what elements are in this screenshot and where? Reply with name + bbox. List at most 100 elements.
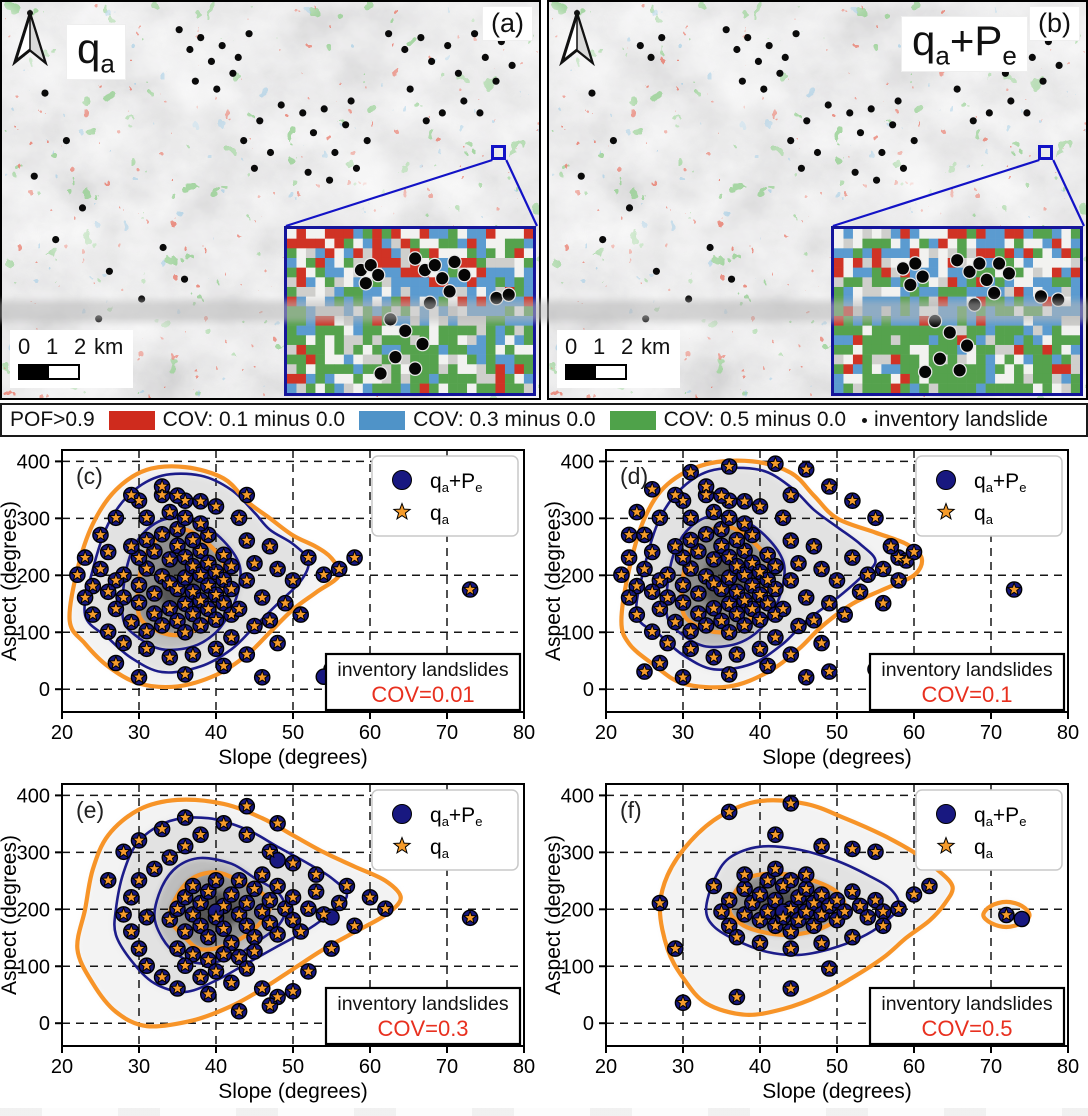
point-star-qa [783, 646, 799, 661]
point-star-qa [185, 877, 201, 893]
inset-cell [438, 315, 449, 326]
inset-cell [852, 315, 863, 326]
point-star-qa [767, 558, 784, 573]
point-star-qa [331, 894, 347, 910]
inset-cell [1070, 383, 1081, 393]
inset-cell [343, 364, 354, 374]
inset-cell [400, 238, 411, 249]
inset-cell [476, 315, 487, 326]
inset-cell [1051, 257, 1062, 268]
inset-cell [353, 315, 364, 326]
inset-cell [1042, 238, 1053, 249]
inset-cell [381, 354, 392, 365]
inset-cell [947, 335, 958, 345]
tick-labels: 20 30 40 50 60 70 80 0 100 200 300 400 [17, 451, 536, 744]
inventory-landslide-dot [969, 117, 977, 125]
point-star-qa [667, 486, 683, 502]
point-star-qa [744, 894, 760, 910]
inset-cell [1051, 344, 1062, 355]
inset-cell [343, 306, 354, 316]
point-star-qa [744, 526, 760, 542]
inset-cell [476, 267, 487, 278]
inset-cell [523, 344, 534, 355]
legend-pof-label: POF>0.9 [10, 408, 95, 431]
inset-landslide-dot [407, 360, 423, 376]
inset-cell [324, 315, 335, 326]
point-star-qa [806, 917, 822, 933]
inset-cell [890, 335, 901, 345]
point-star-qa [729, 583, 745, 599]
point-star-qa [246, 555, 263, 570]
inset-cell [400, 344, 411, 355]
point-star-qa [690, 605, 707, 620]
point-star-qa [829, 572, 845, 587]
scatter-points [69, 478, 479, 686]
inset-cell [919, 306, 929, 316]
inset-cell [495, 373, 506, 384]
inset-cell [324, 325, 335, 336]
point-star-qa [790, 889, 807, 904]
inventory-landslide-dot [706, 243, 714, 252]
inset-cell [928, 277, 939, 288]
inset-cell [362, 286, 373, 297]
inset-cell [353, 335, 364, 345]
inset-cell [995, 344, 1005, 355]
point-star-qa [860, 909, 876, 924]
inset-cell [938, 228, 948, 239]
inset-cell [947, 277, 958, 288]
point-star-qa [239, 572, 255, 587]
inset-cell [315, 364, 326, 374]
inset-cell [343, 267, 354, 278]
inset-cell [305, 267, 316, 278]
point-star-qa [177, 569, 193, 585]
axis-ticks [599, 794, 1069, 1053]
maps-row: qa (a) 0 1 2 km [0, 0, 1088, 400]
inset-cell [909, 306, 920, 316]
point-star-qa [223, 934, 240, 950]
inset-cell [909, 296, 920, 307]
point-star-qa [736, 515, 753, 530]
inset-cell [315, 315, 326, 326]
point-star-qa [652, 894, 668, 910]
point-star-qa [683, 464, 699, 479]
inset-cell [995, 354, 1005, 365]
inset-cell [1023, 306, 1034, 316]
x-tick-label: 70 [980, 722, 1002, 744]
legend-item: COV: 0.3 minus 0.0 [359, 408, 596, 432]
inset-cell [871, 373, 882, 384]
y-tick-label: 400 [561, 451, 594, 473]
inset-cell [457, 228, 468, 239]
inset-cell [485, 286, 496, 297]
inset-cell [334, 335, 345, 345]
inset-cell [909, 267, 920, 278]
inset-cell [400, 277, 411, 288]
point-star-qa [246, 617, 263, 633]
inset-cell [909, 286, 920, 297]
inset-cell [909, 248, 920, 259]
inset-cell [1070, 315, 1081, 326]
inset-cell [957, 286, 967, 297]
inset-cell [1070, 306, 1081, 316]
inset-cell [362, 364, 373, 374]
point-star-qa [767, 917, 784, 933]
inset-cell [296, 335, 307, 345]
inset-cell [324, 354, 335, 365]
point-star-qa [169, 980, 186, 995]
inset-cell [419, 228, 430, 239]
point-star-qa [139, 531, 155, 547]
y-tick-label: 0 [583, 679, 594, 701]
inset-cell [504, 306, 515, 316]
inset-cell [976, 286, 986, 297]
inventory-landslide-dot [138, 295, 146, 303]
point-star-qa [829, 892, 845, 907]
point-star-qa [262, 914, 278, 930]
inventory-landslide-dot [577, 172, 585, 180]
inset-cell [324, 306, 335, 316]
x-axis-label: Slope (degrees) [218, 1080, 367, 1103]
inset-cell [919, 344, 929, 355]
inset-cell [504, 383, 515, 393]
inset-cell [890, 306, 901, 316]
contour-orange-outer [67, 464, 342, 690]
legend-label-qa: qa [430, 502, 450, 527]
inset-cell [381, 364, 392, 374]
